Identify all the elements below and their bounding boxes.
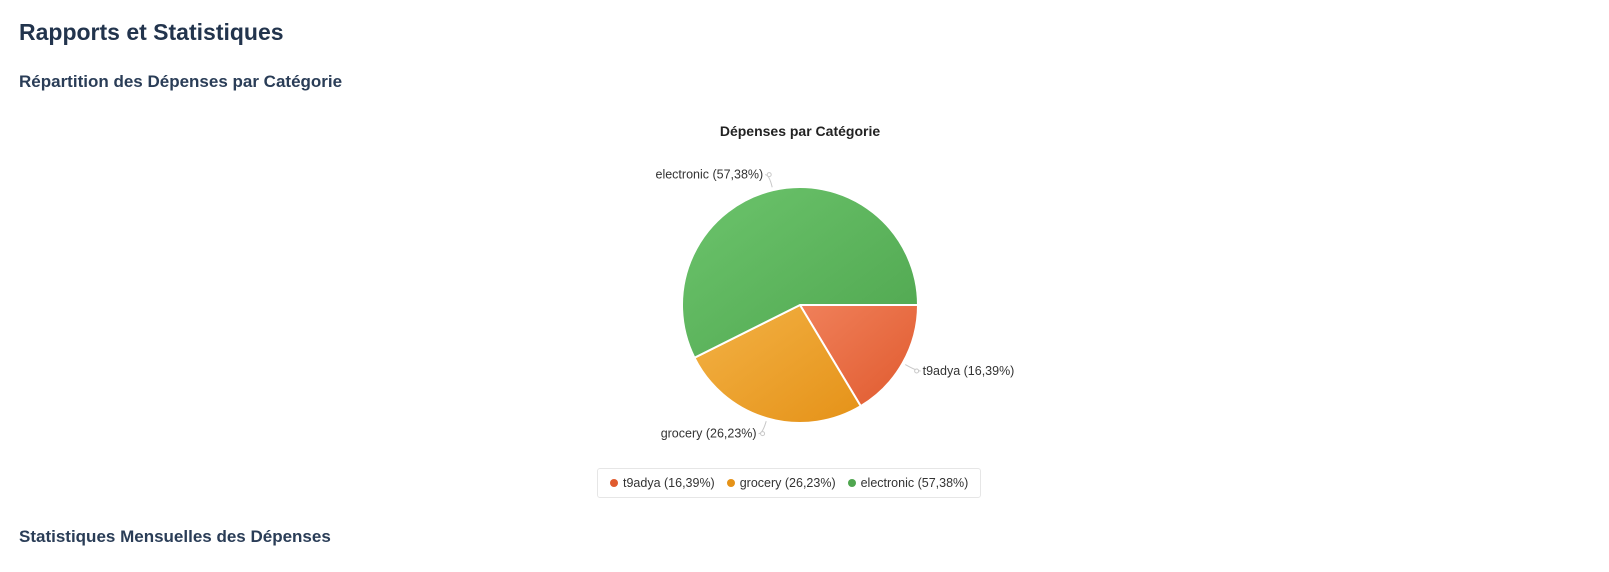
section-title-category-breakdown: Répartition des Dépenses par Catégorie <box>19 72 343 91</box>
legend-item-electronic[interactable]: electronic (57,38%) <box>847 476 969 490</box>
legend-label-grocery: grocery (26,23%) <box>739 476 836 490</box>
chart-title: Dépenses par Catégorie <box>720 123 880 139</box>
pie-slice-electronic[interactable] <box>681 186 920 360</box>
section-title-monthly-stats: Statistiques Mensuelles des Dépenses <box>19 527 331 546</box>
pie-label-grocery: grocery (26,23%) <box>661 427 757 441</box>
pie-labels: t9adya (16,39%) grocery (26,23%) electroni… <box>656 168 1015 441</box>
legend-dot-electronic <box>847 479 856 487</box>
pie-leader-dot-t9adya <box>914 368 920 374</box>
chart-legend: t9adya (16,39%) grocery (26,23%) electroni… <box>597 468 982 498</box>
pie-label-electronic: electronic (57,38%) <box>656 168 764 182</box>
legend-item-t9adya[interactable]: t9adya (16,39%) <box>610 476 715 490</box>
pie-leader-dot-electronic <box>766 172 772 178</box>
legend-label-t9adya: t9adya (16,39%) <box>623 476 715 490</box>
page-title: Rapports et Statistiques <box>19 19 284 45</box>
pie-slices <box>681 186 920 424</box>
legend-dot-grocery <box>726 479 735 487</box>
pie-slice-t9adya[interactable] <box>798 304 920 408</box>
pie-slice-grocery[interactable] <box>693 303 863 424</box>
legend-item-grocery[interactable]: grocery (26,23%) <box>726 476 836 490</box>
category-pie-chart: Dépenses par Catégorie t9adya (16,39%) gr… <box>656 123 1015 441</box>
pie-leader-dot-grocery <box>760 431 766 437</box>
pie-leader-line-electronic <box>765 174 773 188</box>
pie-label-t9adya: t9adya (16,39%) <box>923 364 1015 378</box>
legend-dot-t9adya <box>610 479 618 487</box>
legend-label-electronic: electronic (57,38%) <box>860 476 969 490</box>
pie-leader-line-grocery <box>758 421 767 435</box>
